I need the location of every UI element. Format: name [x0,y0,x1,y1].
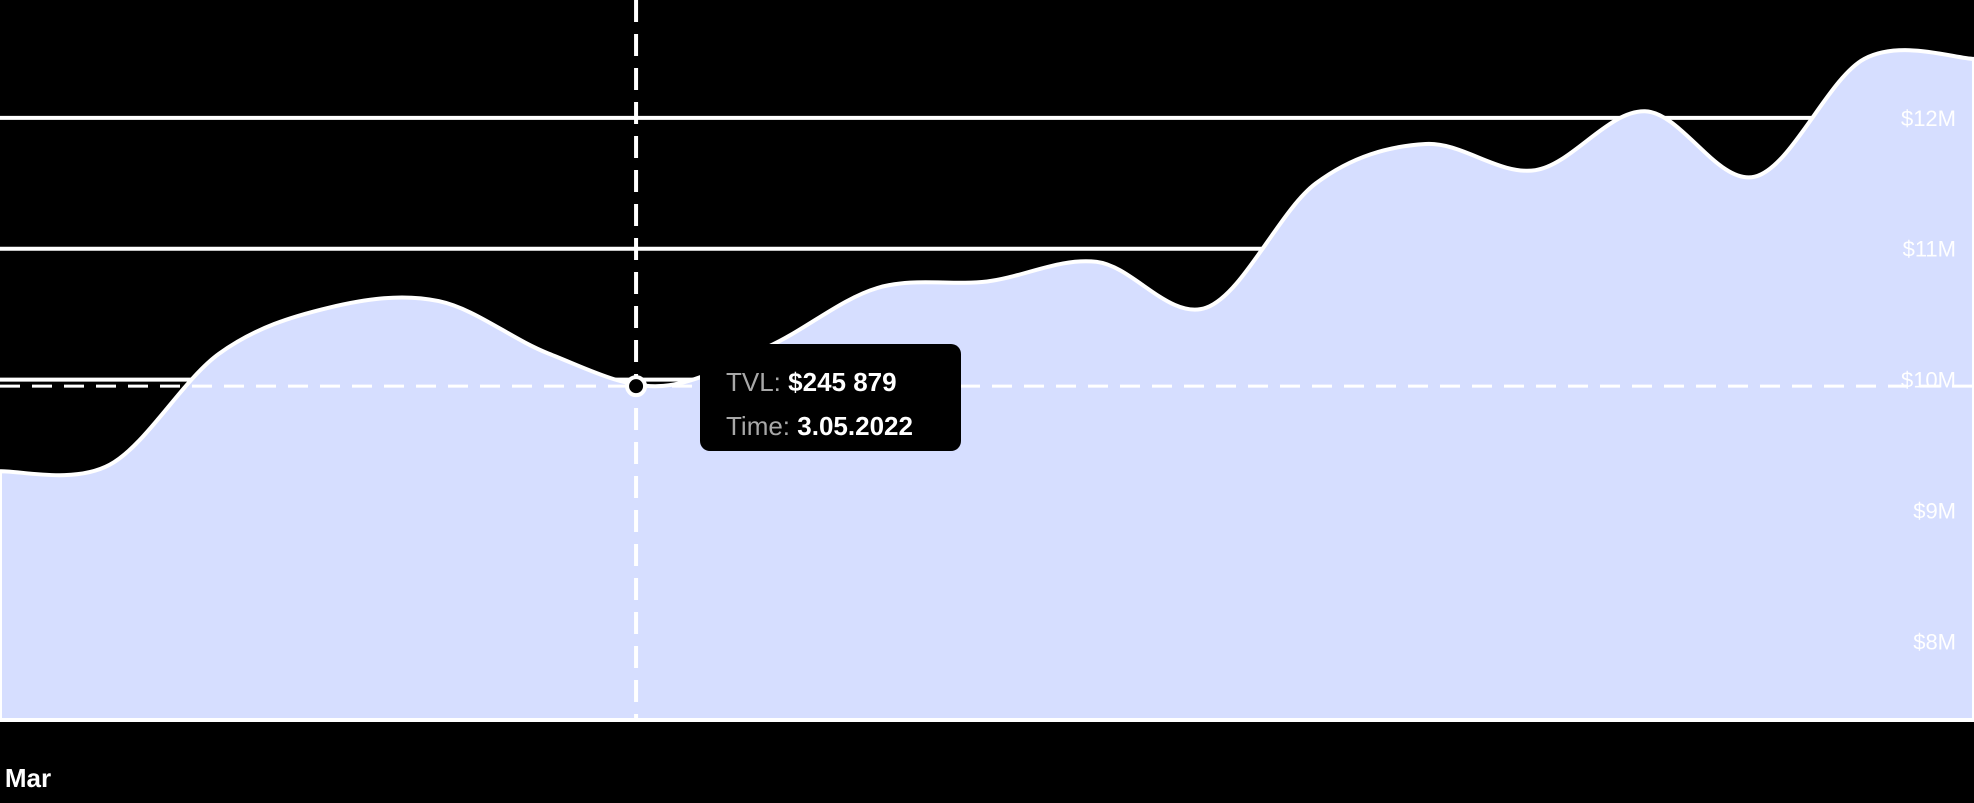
x-axis-labels: Mar [5,763,51,793]
tooltip-tvl-row: TVL: $245 879 [726,360,961,404]
tooltip-time-row: Time: 3.05.2022 [726,404,961,448]
y-tick-label: $12M [1901,106,1956,131]
tooltip-time-label: Time: [726,411,791,441]
y-axis-labels: $8M $9M $10M $11M $12M [1901,106,1956,655]
tooltip-tvl-value: $245 879 [788,367,897,397]
tvl-area[interactable] [0,48,1974,722]
y-tick-label: $8M [1913,629,1956,654]
crosshair [0,0,1974,720]
y-tick-label: $10M [1901,368,1956,393]
y-tick-label: $9M [1913,499,1956,524]
chart-tooltip: TVL: $245 879 Time: 3.05.2022 [700,344,961,451]
x-tick-label: Mar [5,763,51,793]
tooltip-tvl-label: TVL: [726,367,781,397]
y-tick-label: $11M [1903,237,1956,262]
crosshair-point[interactable] [625,375,648,398]
tooltip-time-value: 3.05.2022 [797,411,913,441]
